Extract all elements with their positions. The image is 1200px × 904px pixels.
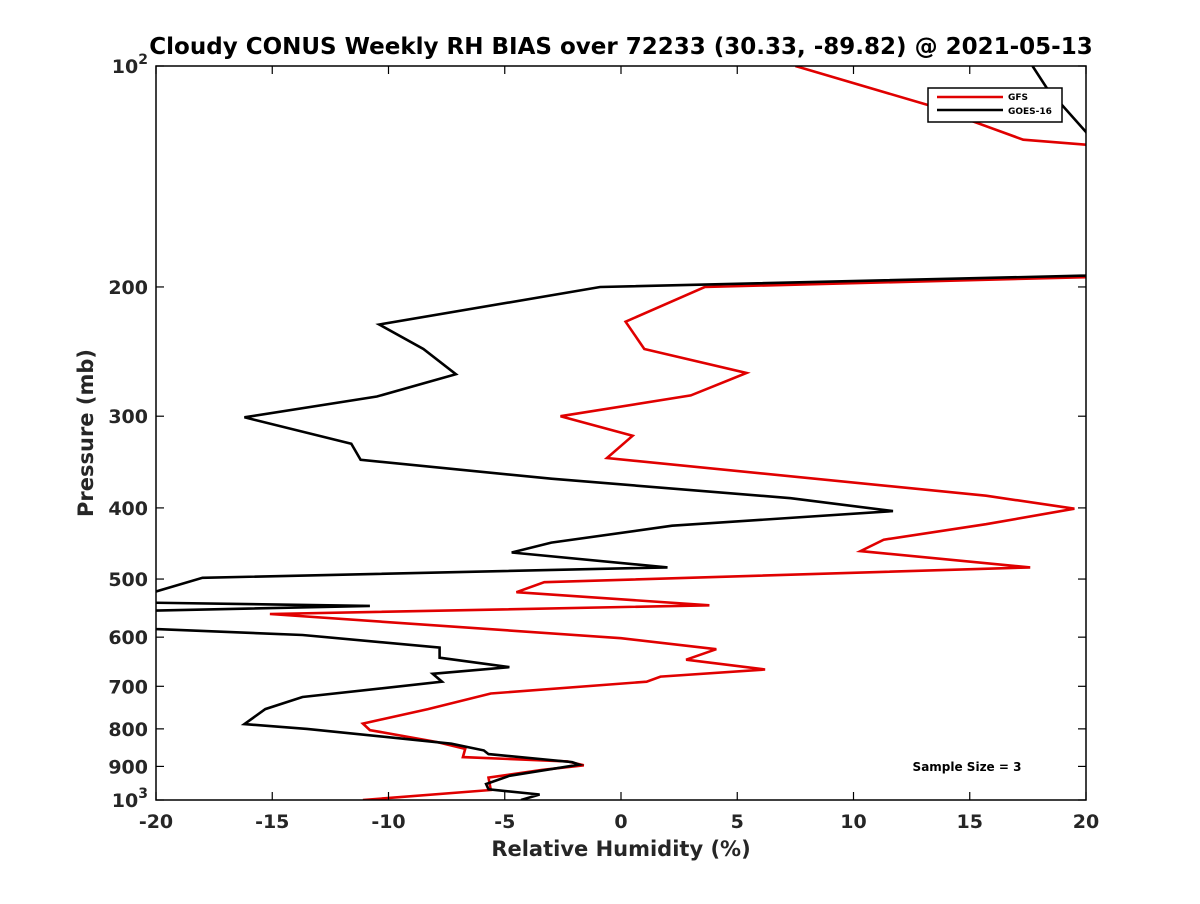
x-tick-label: 0 bbox=[614, 811, 627, 833]
series-line-goes16 bbox=[156, 66, 1086, 800]
y-tick-label: 900 bbox=[108, 756, 148, 778]
x-tick-label: -5 bbox=[494, 811, 515, 833]
chart-title: Cloudy CONUS Weekly RH BIAS over 72233 (… bbox=[149, 34, 1092, 60]
x-tick-label: -10 bbox=[371, 811, 405, 833]
y-tick-label: 800 bbox=[108, 719, 148, 741]
x-tick-label: 15 bbox=[957, 811, 983, 833]
legend-goes16-label: GOES-16 bbox=[1008, 107, 1052, 117]
series-line-gfs bbox=[269, 66, 1086, 800]
x-tick-label: -15 bbox=[255, 811, 289, 833]
legend-gfs-label: GFS bbox=[1008, 93, 1028, 103]
y-tick-label: 200 bbox=[108, 277, 148, 299]
y-tick-label: 700 bbox=[108, 676, 148, 698]
y-tick-label: 300 bbox=[108, 406, 148, 428]
x-axis: -20 -15 -10 -5 0 5 10 15 20 bbox=[139, 66, 1099, 833]
series-layer bbox=[156, 66, 1086, 800]
y-tick-label: 102 bbox=[112, 52, 148, 78]
x-tick-label: 5 bbox=[731, 811, 744, 833]
legend: GFS GOES-16 bbox=[927, 87, 1063, 123]
x-tick-label: 10 bbox=[840, 811, 866, 833]
x-tick-label: -20 bbox=[139, 811, 173, 833]
x-tick-label: 20 bbox=[1073, 811, 1099, 833]
y-tick-label: 400 bbox=[108, 498, 148, 520]
y-tick-label: 103 bbox=[112, 786, 148, 812]
sample-size-annotation: Sample Size = 3 bbox=[913, 760, 1022, 774]
x-axis-label: Relative Humidity (%) bbox=[491, 837, 750, 861]
legend-box bbox=[927, 87, 1063, 123]
y-axis-label: Pressure (mb) bbox=[74, 349, 98, 517]
y-tick-label: 500 bbox=[108, 569, 148, 591]
y-axis: 102 200 300 400 500 600 700 800 900 103 bbox=[108, 52, 1086, 812]
y-tick-label: 600 bbox=[108, 627, 148, 649]
